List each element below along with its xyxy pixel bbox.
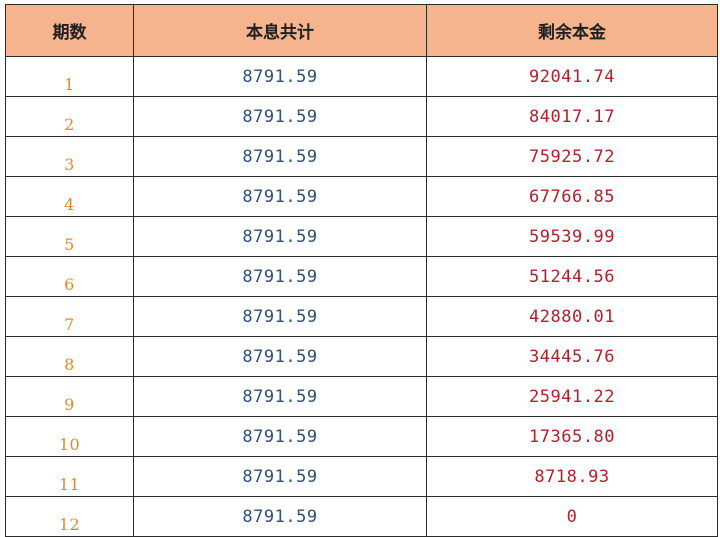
remaining-cell: 0 — [426, 496, 718, 537]
remaining-cell: 8718.93 — [426, 456, 718, 497]
payment-cell: 8791.59 — [133, 336, 427, 377]
table-row: 8 8791.59 34445.76 — [5, 336, 718, 377]
remaining-cell: 17365.80 — [426, 416, 718, 457]
period-cell: 5 — [5, 216, 134, 257]
table-row: 3 8791.59 75925.72 — [5, 136, 718, 177]
period-cell: 3 — [5, 136, 134, 177]
header-remaining-principal: 剩余本金 — [426, 4, 718, 57]
table-row: 11 8791.59 8718.93 — [5, 456, 718, 497]
table-row: 9 8791.59 25941.22 — [5, 376, 718, 417]
period-cell: 2 — [5, 96, 134, 137]
period-cell: 6 — [5, 256, 134, 297]
period-cell: 4 — [5, 176, 134, 217]
table-row: 5 8791.59 59539.99 — [5, 216, 718, 257]
table-row: 4 8791.59 67766.85 — [5, 176, 718, 217]
remaining-cell: 92041.74 — [426, 56, 718, 97]
table-row: 1 8791.59 92041.74 — [5, 56, 718, 97]
payment-cell: 8791.59 — [133, 256, 427, 297]
remaining-cell: 75925.72 — [426, 136, 718, 177]
table-row: 7 8791.59 42880.01 — [5, 296, 718, 337]
payment-cell: 8791.59 — [133, 456, 427, 497]
payment-cell: 8791.59 — [133, 416, 427, 457]
remaining-cell: 34445.76 — [426, 336, 718, 377]
period-cell: 1 — [5, 56, 134, 97]
remaining-cell: 67766.85 — [426, 176, 718, 217]
remaining-cell: 51244.56 — [426, 256, 718, 297]
period-cell: 10 — [5, 416, 134, 457]
header-period: 期数 — [5, 4, 134, 57]
payment-cell: 8791.59 — [133, 376, 427, 417]
table-row: 2 8791.59 84017.17 — [5, 96, 718, 137]
table-header-row: 期数 本息共计 剩余本金 — [5, 4, 718, 57]
remaining-cell: 25941.22 — [426, 376, 718, 417]
loan-schedule-table: 期数 本息共计 剩余本金 1 8791.59 92041.74 2 8791.5… — [5, 4, 718, 537]
remaining-cell: 42880.01 — [426, 296, 718, 337]
payment-cell: 8791.59 — [133, 216, 427, 257]
period-cell: 9 — [5, 376, 134, 417]
remaining-cell: 59539.99 — [426, 216, 718, 257]
payment-cell: 8791.59 — [133, 136, 427, 177]
table-row: 6 8791.59 51244.56 — [5, 256, 718, 297]
payment-cell: 8791.59 — [133, 496, 427, 537]
period-cell: 12 — [5, 496, 134, 537]
payment-cell: 8791.59 — [133, 56, 427, 97]
period-cell: 8 — [5, 336, 134, 377]
period-cell: 7 — [5, 296, 134, 337]
table-row: 12 8791.59 0 — [5, 496, 718, 537]
payment-cell: 8791.59 — [133, 96, 427, 137]
period-cell: 11 — [5, 456, 134, 497]
payment-cell: 8791.59 — [133, 176, 427, 217]
table-row: 10 8791.59 17365.80 — [5, 416, 718, 457]
remaining-cell: 84017.17 — [426, 96, 718, 137]
payment-cell: 8791.59 — [133, 296, 427, 337]
header-payment-total: 本息共计 — [133, 4, 427, 57]
